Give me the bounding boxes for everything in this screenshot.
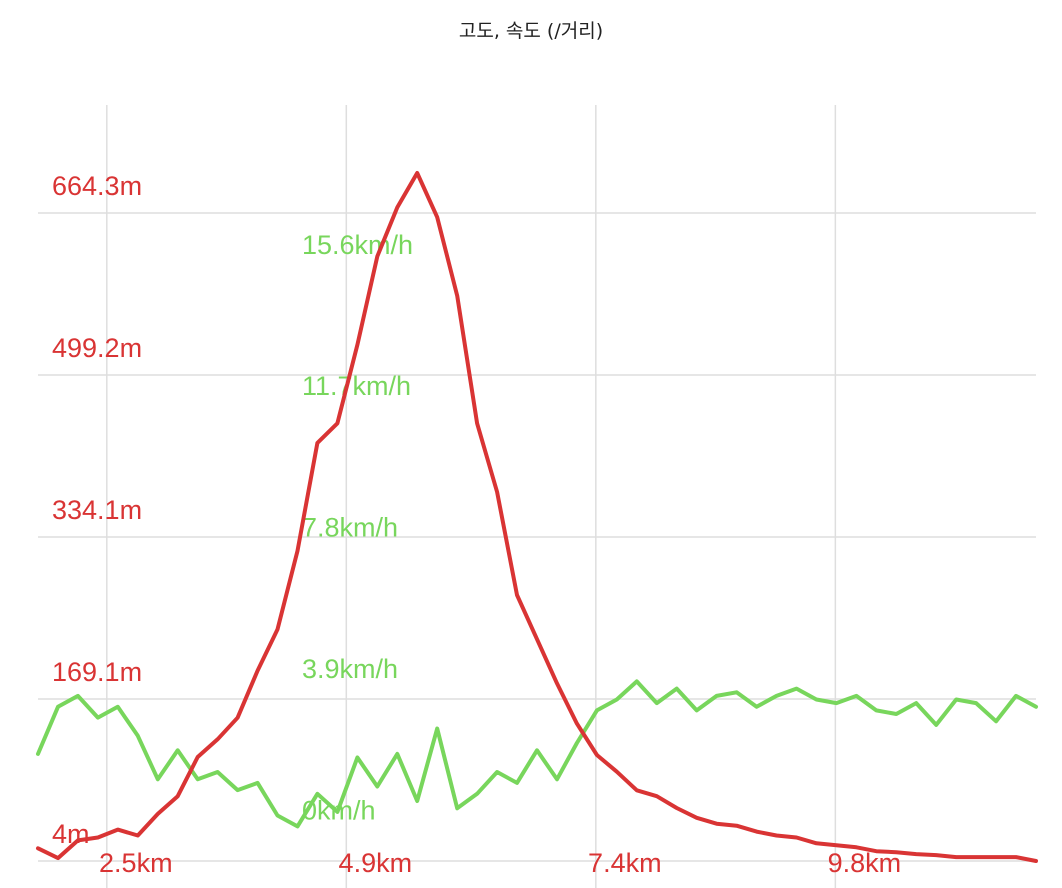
y-tick-label-elevation: 4m: [52, 819, 90, 849]
series-line-speed: [36, 679, 1038, 829]
y-tick-label-elevation: 499.2m: [52, 333, 142, 363]
x-tick-label: 9.8km: [828, 848, 902, 878]
y-tick-label-elevation: 664.3m: [52, 171, 142, 201]
y-tick-label-speed: 15.6km/h: [302, 230, 413, 260]
x-tick-label: 2.5km: [99, 848, 173, 878]
y-tick-label-speed: 11.7km/h: [302, 371, 411, 401]
grid: [38, 105, 1036, 888]
x-tick-label: 4.9km: [339, 848, 413, 878]
y-tick-label-speed: 7.8km/h: [302, 513, 398, 543]
y-tick-label-elevation: 334.1m: [52, 495, 142, 525]
y-tick-label-speed: 3.9km/h: [302, 654, 398, 684]
y-tick-label-elevation: 169.1m: [52, 657, 142, 687]
chart-title: 고도, 속도 (/거리): [458, 20, 604, 42]
series-line-elevation: [36, 171, 1038, 863]
x-tick-label: 7.4km: [588, 848, 662, 878]
